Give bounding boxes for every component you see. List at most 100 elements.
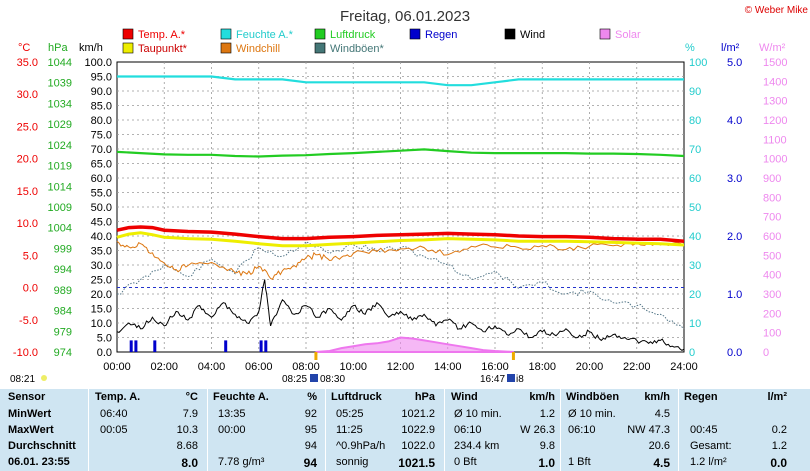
pressure-tick-label: 1009 [48,202,72,214]
axis-units: °C hPa km/h % l/m² W/m² [18,42,786,54]
table-cell: 1.0 [538,456,555,470]
table-row: Durchschnitt 8.68 94 ^0.9hPa/h 1022.0 234.4 k… [0,440,810,455]
wind-tick-label: 35.0 [91,246,112,258]
solar-tick-label: 500 [763,250,781,262]
legend-label: Feuchte A.* [236,29,294,41]
legend-label: Temp. A.* [138,29,186,41]
rain-tick-label: 1.0 [727,289,742,301]
humidity-tick-label: 70 [689,144,701,156]
pressure-tick-label: 979 [54,326,72,338]
sun-moon-row: 08:21 08:25 08:30 16:47 i8 [10,374,524,385]
rain-bar [134,340,138,352]
table-cell: NW 47.3 [627,424,670,436]
pressure-tick-label: 1024 [48,140,72,152]
row-label: Durchschnitt [8,440,76,452]
time-tick-label: 04:00 [198,361,226,373]
wind-tick-label: 100.0 [84,57,112,69]
header-rain-unit: l/m² [767,391,787,403]
sunrise-label: 08:25 [282,374,307,385]
table-cell: 06:10 [568,424,596,436]
rain-tick-label: 3.0 [727,173,742,185]
time-tick-label: 08:00 [292,361,320,373]
wind-tick-label: 25.0 [91,275,112,287]
legend-swatch [122,28,134,40]
sunset-label: 16:47 [480,374,505,385]
temp-tick-label: 30.0 [17,89,38,101]
table-cell: 1021.5 [398,456,435,470]
temp-tick-label: 0.0 [23,283,38,295]
time-tick-label: 24:00 [670,361,698,373]
rain-bar [264,340,268,352]
rain-tick-label: 2.0 [727,231,742,243]
brand-label[interactable]: © Weber Mike [745,5,809,16]
legend-swatch [504,28,516,40]
table-cell: ^0.9hPa/h [336,440,386,452]
legend-label: Wind [520,29,545,41]
row-label: 06.01. 23:55 [8,456,70,468]
rain-bar [129,340,133,352]
legend-swatch [220,28,232,40]
humidity-tick-label: 40 [689,231,701,243]
wind-tick-label: 70.0 [91,144,112,156]
pressure-tick-label: 1029 [48,119,72,131]
table-cell: Ø 10 min. [454,408,502,420]
table-cell: 234.4 km [454,440,500,452]
pressure-tick-label: 1044 [48,57,72,69]
humidity-tick-label: 30 [689,260,701,272]
wind-tick-label: 65.0 [91,159,112,171]
legend-swatch [220,42,232,54]
table-cell: 1022.9 [401,424,435,436]
humidity-tick-label: 0 [689,347,695,359]
time-tick-label: 22:00 [623,361,651,373]
humidity-tick-label: 60 [689,173,701,185]
divider [207,389,208,471]
header-wind-unit: km/h [529,391,555,403]
table-header-row: Sensor Temp. A. °C Feuchte A. % Luftdruc… [0,391,810,406]
solar-tick-label: 700 [763,212,781,224]
wind-tick-label: 10.0 [91,318,112,330]
divider [88,389,89,471]
humidity-tick-label: 100 [689,57,707,69]
time-tick-label: 18:00 [528,361,556,373]
rain-tick-label: 5.0 [727,57,742,69]
table-cell: 94 [303,456,317,470]
solar-tick-label: 1300 [763,96,787,108]
table-cell: 20.6 [648,440,670,452]
table-cell: 0.2 [771,424,787,436]
pressure-tick-label: 984 [54,306,72,318]
legend-label: Windchill [236,43,280,55]
header-rain: Regen [684,391,718,403]
header-temp: Temp. A. [95,391,141,403]
legend-label: Windböen* [330,43,385,55]
rain-bar [153,340,157,352]
table-cell: 06:40 [100,408,128,420]
solar-tick-label: 1200 [763,115,787,127]
humidity-tick-label: 10 [689,318,701,330]
legend-label: Solar [615,29,641,41]
wind-tick-label: 40.0 [91,231,112,243]
pressure-line [116,148,685,158]
table-cell: 1.2 [539,408,555,420]
legend-label: Taupunkt* [138,43,188,55]
wind-tick-label: 50.0 [91,202,112,214]
wind-tick-label: 75.0 [91,130,112,142]
divider [444,389,445,471]
table-cell: 8.68 [176,440,198,452]
rain-unit: l/m² [721,42,740,54]
solar-tick-label: 800 [763,192,781,204]
header-sensor: Sensor [8,391,46,403]
humidity-line [117,75,684,87]
pressure-tick-label: 1039 [48,78,72,90]
rain-tick-label: 0.0 [727,347,742,359]
moon-icon [41,375,47,381]
table-cell: W 26.3 [520,424,555,436]
time-tick-label: 16:00 [481,361,509,373]
table-cell: Gesamt: [690,440,732,452]
divider [678,389,679,471]
table-row: MaxWert 00:05 10.3 00:00 95 11:25 1022.9 06:10 W… [0,424,810,439]
temp-tick-label: -10.0 [13,347,38,359]
moonrise-label: 08:30 [320,374,345,385]
wind-tick-label: 45.0 [91,217,112,229]
solar-area [315,336,514,353]
pressure-tick-label: 1004 [48,223,72,235]
